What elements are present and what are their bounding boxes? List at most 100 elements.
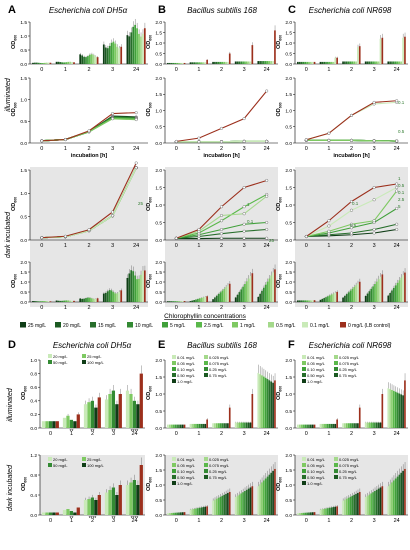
bar	[85, 298, 87, 302]
bar	[392, 390, 395, 428]
data-point	[219, 232, 223, 236]
data-point	[219, 236, 223, 240]
bar	[270, 275, 273, 302]
x-tick-label: 2	[220, 67, 223, 73]
legend-e-swatch	[204, 361, 208, 365]
x-tick-label: 3	[373, 518, 376, 524]
bar	[204, 62, 207, 64]
legend-e-dark-swatch	[172, 463, 176, 467]
bar	[381, 37, 384, 64]
bar	[112, 292, 115, 302]
bar	[247, 61, 250, 64]
legend-e-label: 0.10 mg/L	[177, 367, 196, 372]
bar	[251, 45, 254, 64]
bar	[223, 61, 226, 64]
bar	[228, 407, 231, 428]
bar	[170, 62, 173, 64]
legend-f-swatch	[302, 373, 306, 377]
bar	[55, 512, 59, 515]
y-tick-label: 0.0	[285, 300, 292, 306]
legend-f-dark-label: 0.075 mg/L	[339, 463, 360, 468]
legend-label: 10 mg/L	[135, 323, 153, 329]
bar	[398, 61, 401, 64]
bar	[304, 300, 307, 302]
bar	[168, 513, 171, 515]
bar	[197, 423, 199, 428]
bar	[310, 61, 312, 64]
y-tick-label: 0.0	[155, 513, 162, 519]
bar	[204, 423, 207, 428]
data-point	[327, 219, 331, 223]
y-tick-label: 0.0	[155, 141, 162, 147]
bar	[59, 300, 62, 302]
bar	[198, 507, 201, 515]
data-point	[395, 139, 399, 143]
bar	[136, 279, 138, 302]
bar	[37, 301, 40, 302]
bar	[52, 421, 56, 428]
bar	[104, 47, 107, 64]
bar	[174, 301, 177, 302]
y-axis-label-sub: 600	[279, 197, 283, 203]
y-tick-label: 0.8	[30, 473, 37, 479]
y-tick-label: 2.0	[155, 168, 162, 174]
bar	[396, 61, 399, 64]
bar	[172, 512, 175, 515]
bar	[325, 61, 327, 64]
legend-f-dark-label: 0.75 mg/L	[339, 475, 358, 480]
bar	[55, 300, 58, 302]
dark-bg-c	[295, 167, 408, 307]
data-point	[40, 139, 44, 143]
bar	[136, 485, 140, 515]
bar	[398, 474, 401, 515]
bar	[183, 301, 186, 302]
bar	[402, 37, 404, 64]
bar	[90, 497, 95, 515]
y-axis-label-sub: 600	[14, 274, 18, 280]
bar	[104, 492, 109, 515]
bar	[387, 388, 390, 428]
data-point	[350, 208, 354, 212]
x-tick-label: 2	[87, 243, 90, 249]
bar	[330, 423, 333, 428]
bar	[197, 62, 199, 64]
bar	[302, 61, 305, 64]
bar	[336, 291, 338, 302]
bar	[262, 61, 265, 64]
legend-d-dark-swatch	[82, 457, 86, 461]
bar	[129, 482, 133, 515]
y-axis-label: OD600	[146, 197, 153, 211]
legend-e-dark-swatch	[172, 457, 176, 461]
bar	[308, 424, 310, 428]
panel-title-b: Bacillus subtilis 168	[187, 6, 257, 15]
bar	[87, 499, 91, 515]
bar	[132, 480, 137, 515]
bar	[41, 512, 46, 515]
y-tick-label: 0.5	[20, 119, 27, 125]
legend-f-label: 0.075 mg/L	[339, 361, 360, 366]
bar	[189, 62, 192, 64]
bar	[308, 512, 310, 515]
bar	[217, 294, 220, 302]
data-point	[111, 214, 115, 218]
bar	[355, 423, 357, 428]
y-tick-label: 0.0	[155, 238, 162, 244]
bars-a-dark: 0.0 0.5 1.0 1.5 2.0 0 1 2 3 24 OD600	[11, 260, 148, 311]
bar	[259, 374, 261, 428]
y-tick-label: 1.0	[285, 280, 292, 286]
bar	[245, 61, 248, 64]
bar	[357, 423, 359, 428]
bar	[37, 62, 40, 64]
bar	[128, 36, 131, 64]
bar	[261, 61, 263, 64]
bar	[321, 423, 324, 428]
bar	[342, 423, 344, 428]
y-tick-label: 1.0	[285, 203, 292, 209]
bar	[334, 292, 337, 302]
legend-swatch	[268, 322, 274, 328]
bar	[313, 300, 316, 302]
bar	[321, 298, 324, 302]
bar	[206, 506, 208, 515]
data-point	[350, 231, 354, 235]
bar	[313, 61, 316, 64]
